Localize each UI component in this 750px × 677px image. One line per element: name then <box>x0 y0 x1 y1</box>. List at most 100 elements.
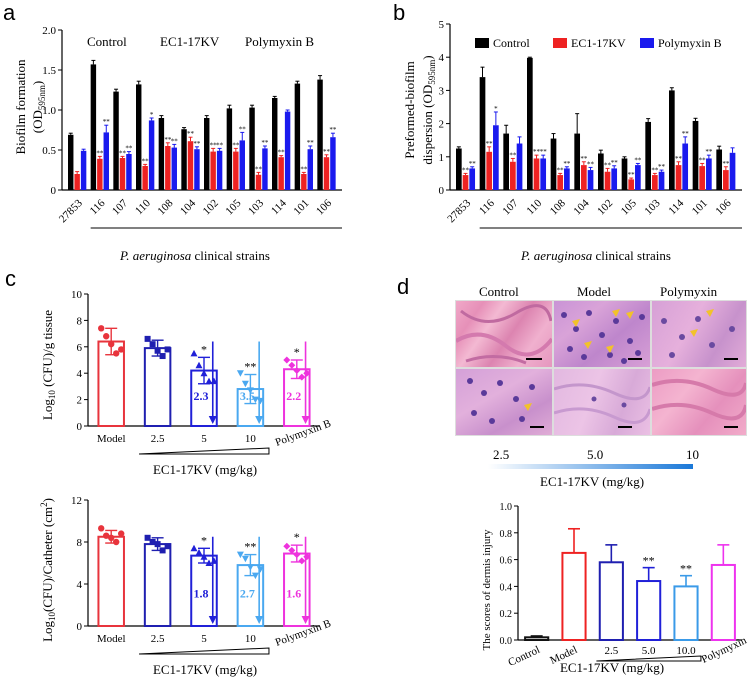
panel-a-group-label-ec1: EC1-17KV <box>160 34 220 49</box>
data-point <box>118 530 125 537</box>
bar <box>604 171 611 190</box>
significance-star: ** <box>261 139 269 147</box>
y-tick-label: 2 <box>77 395 83 407</box>
y-tick-label: 3 <box>439 85 445 97</box>
bar <box>456 148 462 190</box>
bar <box>516 143 523 190</box>
bar <box>278 157 284 190</box>
reduction-arrowhead <box>255 616 264 624</box>
y-tick-label: 0.6 <box>500 556 513 567</box>
x-tick-label: 2.5 <box>151 633 165 645</box>
panel-b-ylabel-close: ) <box>420 55 435 59</box>
bar <box>142 166 148 190</box>
significance-star: ** <box>119 149 127 157</box>
panel-c2-ylabel-sub: 10 <box>47 611 57 621</box>
bar <box>136 84 142 190</box>
panel-a-group-label-polymyxin: Polymyxin B <box>245 34 314 49</box>
significance-star: * <box>294 530 300 544</box>
panel-a-ylabel: Biofilm formation <box>13 59 28 154</box>
significance-star: ** <box>462 166 470 174</box>
significance-star: ** <box>187 130 195 138</box>
bar <box>510 161 516 190</box>
bar <box>226 108 233 190</box>
significance-star: ** <box>329 126 337 134</box>
data-point <box>195 549 203 556</box>
panel-letter-b: b <box>393 0 406 25</box>
panel-a-ylabel-close: ) <box>30 81 45 85</box>
data-point <box>200 553 208 560</box>
dose-label-5-0: 5.0 <box>587 447 604 462</box>
svg-text:Log10 (CFU)/g tissue: Log10 (CFU)/g tissue <box>40 310 57 420</box>
bar <box>462 175 469 190</box>
panel-letter-a: a <box>3 0 16 25</box>
reduction-arrowhead <box>255 416 264 424</box>
data-point <box>149 539 156 545</box>
significance-star: ** <box>103 118 111 126</box>
y-tick-label: 1.0 <box>500 502 513 513</box>
panel-c1-ylabel-pre: Log <box>40 399 55 420</box>
data-point <box>246 387 254 394</box>
bar <box>255 174 262 190</box>
panel-a-xgroup-italic: P. aeruginosa <box>119 248 192 263</box>
bar <box>90 64 97 190</box>
x-tick-label: Model <box>97 433 126 445</box>
bar <box>113 91 119 190</box>
reduction-label: 3.5 <box>240 389 255 403</box>
bar <box>628 179 635 190</box>
bar <box>249 107 255 190</box>
bar <box>187 141 194 190</box>
y-tick-label: 0.4 <box>500 582 513 593</box>
significance-star: ** <box>580 155 588 163</box>
y-tick-label: 0 <box>77 621 83 633</box>
bar <box>675 165 682 190</box>
reduction-arrowhead <box>208 416 217 424</box>
significance-star: ** <box>193 140 201 148</box>
legend-label-control: Control <box>493 36 530 50</box>
x-tick-label: Model <box>97 633 126 645</box>
significance-star: ** <box>244 360 256 374</box>
bar <box>682 143 689 190</box>
svg-text:Log10(CFU)/Catheter (cm2): Log10(CFU)/Catheter (cm2) <box>39 498 57 642</box>
y-tick-label: 4 <box>439 52 445 64</box>
histology-model <box>553 300 651 368</box>
significance-star: ** <box>509 151 517 159</box>
bar <box>652 175 658 190</box>
dose-label-2-5: 2.5 <box>493 447 510 462</box>
reduction-arrowhead <box>208 616 217 624</box>
bar <box>181 129 187 190</box>
data-point <box>154 541 161 548</box>
data-point <box>118 346 125 353</box>
bar <box>479 77 486 190</box>
significance-star: ** <box>307 139 315 147</box>
x-tick-label: 5.0 <box>642 645 656 657</box>
bar <box>148 120 155 190</box>
legend-label-ec1: EC1-17KV <box>571 36 626 50</box>
significance-star: ** <box>540 148 548 156</box>
dose-wedge <box>139 447 270 455</box>
bar <box>527 57 533 190</box>
reduction-label: 2.2 <box>286 389 301 403</box>
data-point <box>113 350 120 357</box>
data-point <box>288 361 296 369</box>
bar <box>636 580 662 641</box>
y-tick-label: 0 <box>439 185 445 197</box>
bar <box>165 146 171 190</box>
bar <box>692 120 699 190</box>
significance-star: ** <box>244 540 256 554</box>
data-point <box>283 356 291 364</box>
data-point <box>98 325 105 332</box>
data-point <box>200 369 208 377</box>
data-point <box>164 543 171 550</box>
panel-b-ylabel-line2: dispersion (OD <box>420 85 435 165</box>
significance-star: ** <box>722 160 730 168</box>
bar <box>729 152 736 190</box>
y-tick-label: 0.8 <box>500 529 513 540</box>
x-tick-label: 5 <box>201 633 207 645</box>
significance-star: ** <box>699 156 707 164</box>
data-point <box>190 349 198 357</box>
panel-c2-ylabel-sup: 2 <box>39 502 49 507</box>
data-point <box>205 377 213 385</box>
